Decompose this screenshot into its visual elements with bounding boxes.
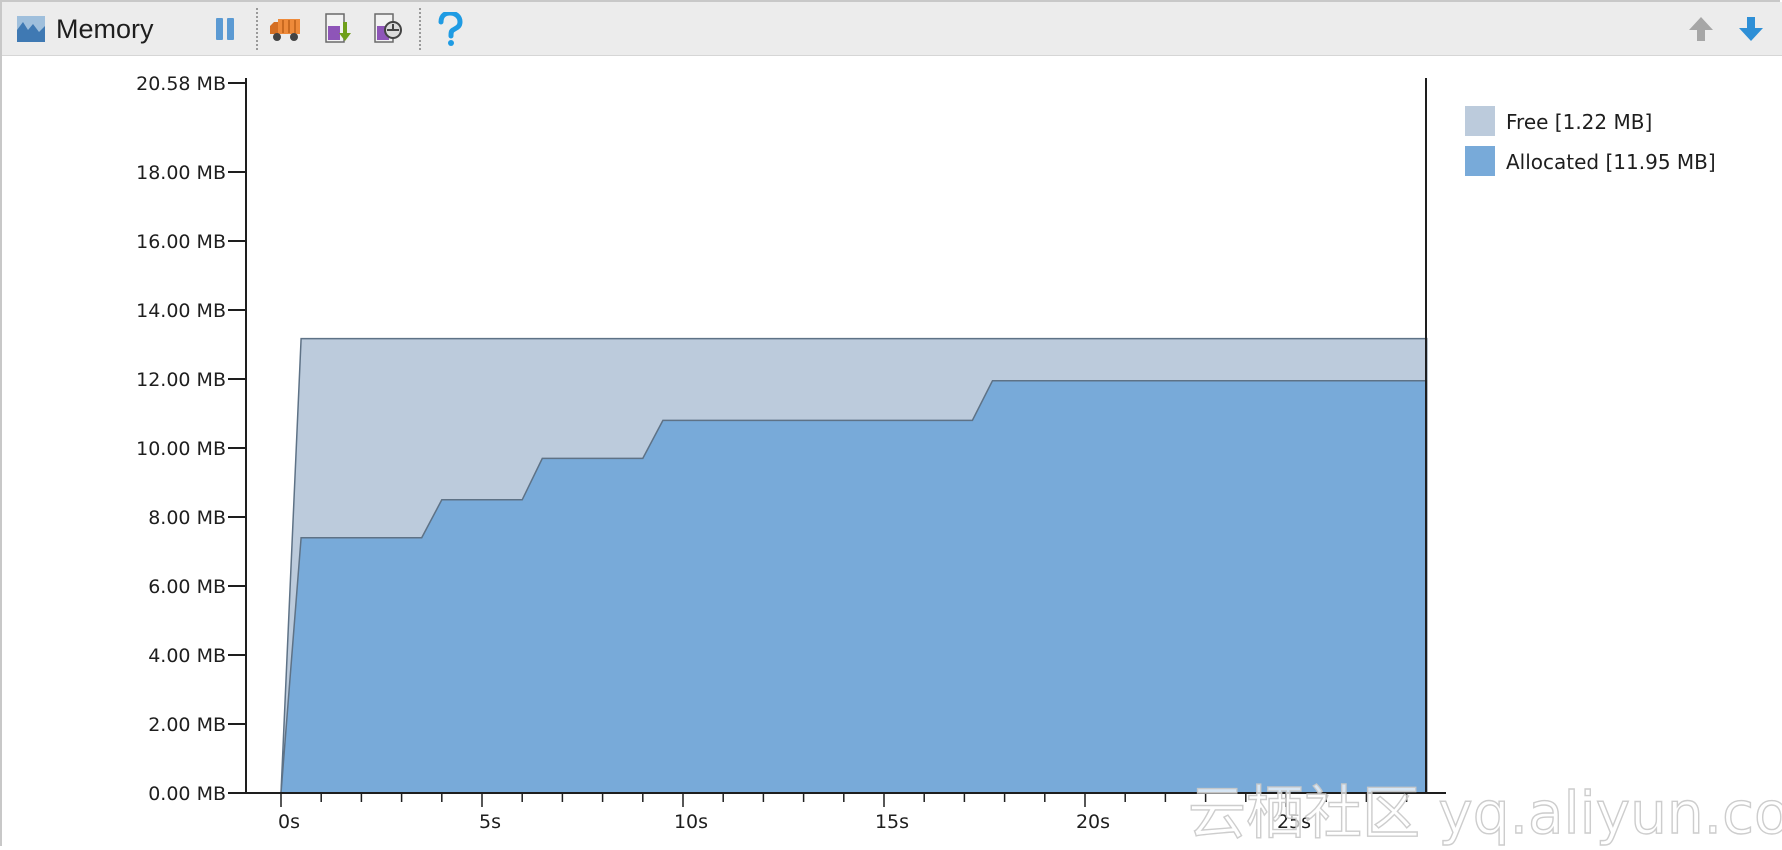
y-tick-label: 14.00 MB [136,300,226,322]
panel-title: Memory [56,14,154,44]
y-tick-label: 16.00 MB [136,231,226,253]
dump-heap-button[interactable] [320,10,356,48]
toolbar-separator [419,8,421,50]
x-tick-label: 10s [674,811,708,833]
dump-heap-icon [325,13,351,43]
y-tick-label: 20.58 MB [136,73,226,95]
y-tick-label: 2.00 MB [148,714,226,736]
x-tick-label: 0s [278,811,300,833]
allocation-tracker-icon [374,13,402,43]
help-button[interactable] [434,10,466,48]
garbage-truck-icon [270,19,300,41]
pause-button[interactable] [210,10,240,48]
y-tick-label: 12.00 MB [136,369,226,391]
y-tick-label: 8.00 MB [148,507,226,529]
legend-allocated-label: Allocated [11.95 MB] [1506,150,1716,174]
pause-icon [216,18,234,40]
chart-legend: Free [1.22 MB] Allocated [11.95 MB] [1465,106,1716,176]
chart-axes: 0.00 MB 2.00 MB 4.00 MB 6.00 MB 8.00 MB 10.00… [136,73,1446,833]
legend-allocated-swatch [1465,146,1495,176]
arrow-down-icon [1739,17,1763,41]
y-tick-label: 10.00 MB [136,438,226,460]
y-tick-label: 4.00 MB [148,645,226,667]
toolbar-separator [256,8,258,50]
next-button[interactable] [1734,10,1768,48]
previous-button[interactable] [1684,10,1718,48]
help-icon [438,12,463,46]
x-tick-label: 15s [875,811,909,833]
y-tick-label: 6.00 MB [148,576,226,598]
chart-areas [280,337,1428,794]
x-tick-label: 5s [479,811,501,833]
y-tick-label: 18.00 MB [136,162,226,184]
memory-chart-icon [16,10,46,48]
memory-chart: 0.00 MB 2.00 MB 4.00 MB 6.00 MB 8.00 MB 10.00… [136,73,1782,848]
legend-free-label: Free [1.22 MB] [1506,110,1652,134]
x-tick-label: 25s [1277,811,1311,833]
arrow-up-icon [1689,17,1713,41]
y-tick-label: 0.00 MB [148,783,226,805]
x-tick-label: 20s [1076,811,1110,833]
legend-free-swatch [1465,106,1495,136]
garbage-collect-button[interactable] [268,10,304,48]
watermark: 云栖社区 yq.aliyun.com [1188,779,1782,847]
memory-toolbar: Memory [2,2,1782,56]
allocation-tracking-button[interactable] [370,10,406,48]
